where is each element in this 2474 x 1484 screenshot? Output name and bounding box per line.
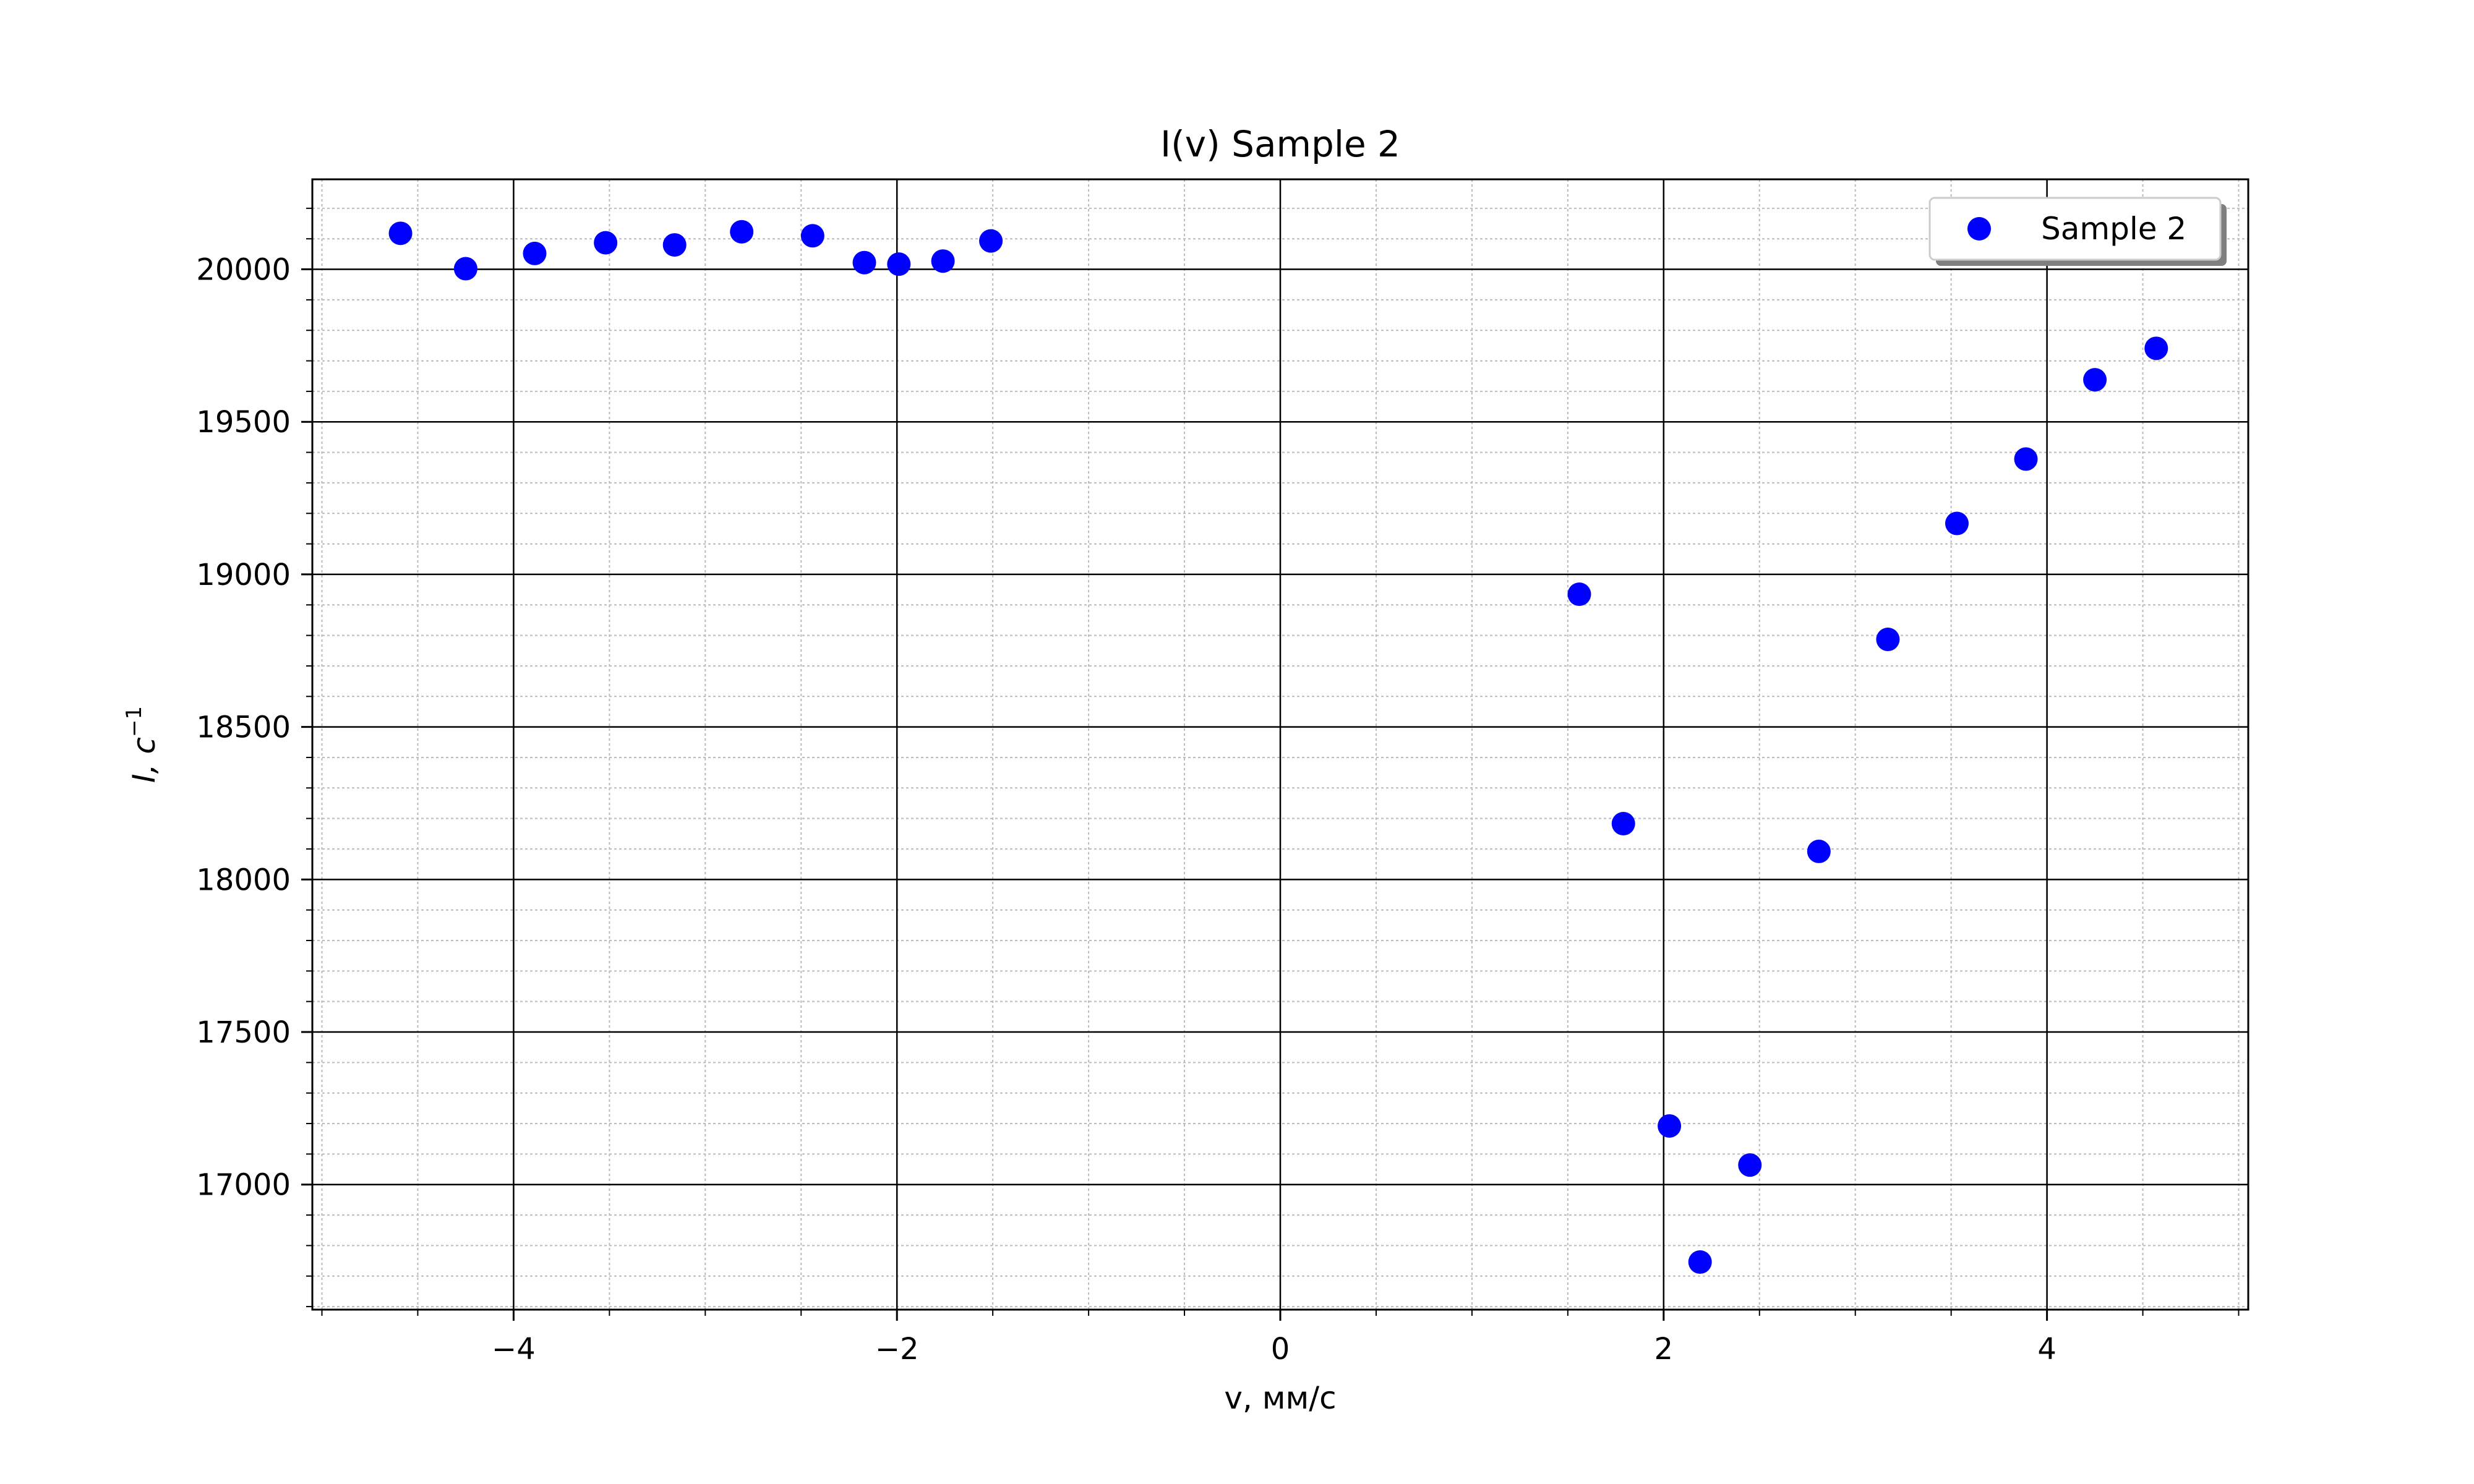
data-point (1807, 839, 1831, 863)
x-tick-label: −4 (492, 1332, 536, 1367)
data-point (1738, 1153, 1762, 1177)
legend-marker (1967, 217, 1991, 241)
data-points (388, 220, 2168, 1274)
data-point (852, 250, 876, 275)
data-point (662, 233, 687, 257)
data-point (800, 224, 824, 248)
y-tick-label: 18000 (196, 863, 291, 897)
x-tick-label: 0 (1271, 1332, 1290, 1367)
data-point (887, 252, 911, 276)
legend-label: Sample 2 (2041, 211, 2186, 247)
data-point (2014, 447, 2038, 471)
data-point (1945, 511, 1969, 535)
y-axis-label: I, c−1 (122, 706, 162, 783)
data-point (2083, 368, 2107, 392)
legend: Sample 2 (1928, 197, 2227, 266)
data-point (1658, 1114, 1682, 1138)
data-point (931, 249, 955, 273)
data-point (388, 221, 413, 245)
data-point (1611, 812, 1635, 836)
data-point (1688, 1250, 1712, 1274)
y-tick-label: 19500 (196, 405, 291, 440)
data-point (453, 257, 477, 281)
y-tick-label: 18500 (196, 710, 291, 745)
y-tick-label: 17500 (196, 1015, 291, 1050)
data-point (2144, 336, 2168, 360)
minor-grid (312, 179, 2248, 1310)
data-point (1567, 582, 1591, 607)
y-tick-label: 19000 (196, 558, 291, 592)
x-tick-label: 2 (1654, 1332, 1674, 1367)
data-point (594, 231, 618, 255)
axis-ticks (301, 207, 2240, 1321)
legend-box (1928, 197, 2222, 261)
x-axis-label: v, мм/с (1224, 1380, 1336, 1416)
major-grid (312, 179, 2248, 1310)
y-tick-label: 17000 (196, 1168, 291, 1203)
y-axis-label-superscript: −1 (122, 706, 147, 737)
x-tick-label: 4 (2037, 1332, 2057, 1367)
chart-title: I(v) Sample 2 (1160, 123, 1400, 165)
data-point (1876, 628, 1900, 652)
x-tick-label: −2 (875, 1332, 919, 1367)
axis-tick-labels: −4 −2 0 2 4 17000 17500 18000 18500 19000 19500 200… (196, 253, 2057, 1367)
y-axis-label-text: I, c (126, 737, 162, 783)
data-point (979, 229, 1003, 253)
data-point (523, 241, 547, 265)
y-tick-label: 20000 (196, 253, 291, 288)
data-point (730, 220, 754, 244)
